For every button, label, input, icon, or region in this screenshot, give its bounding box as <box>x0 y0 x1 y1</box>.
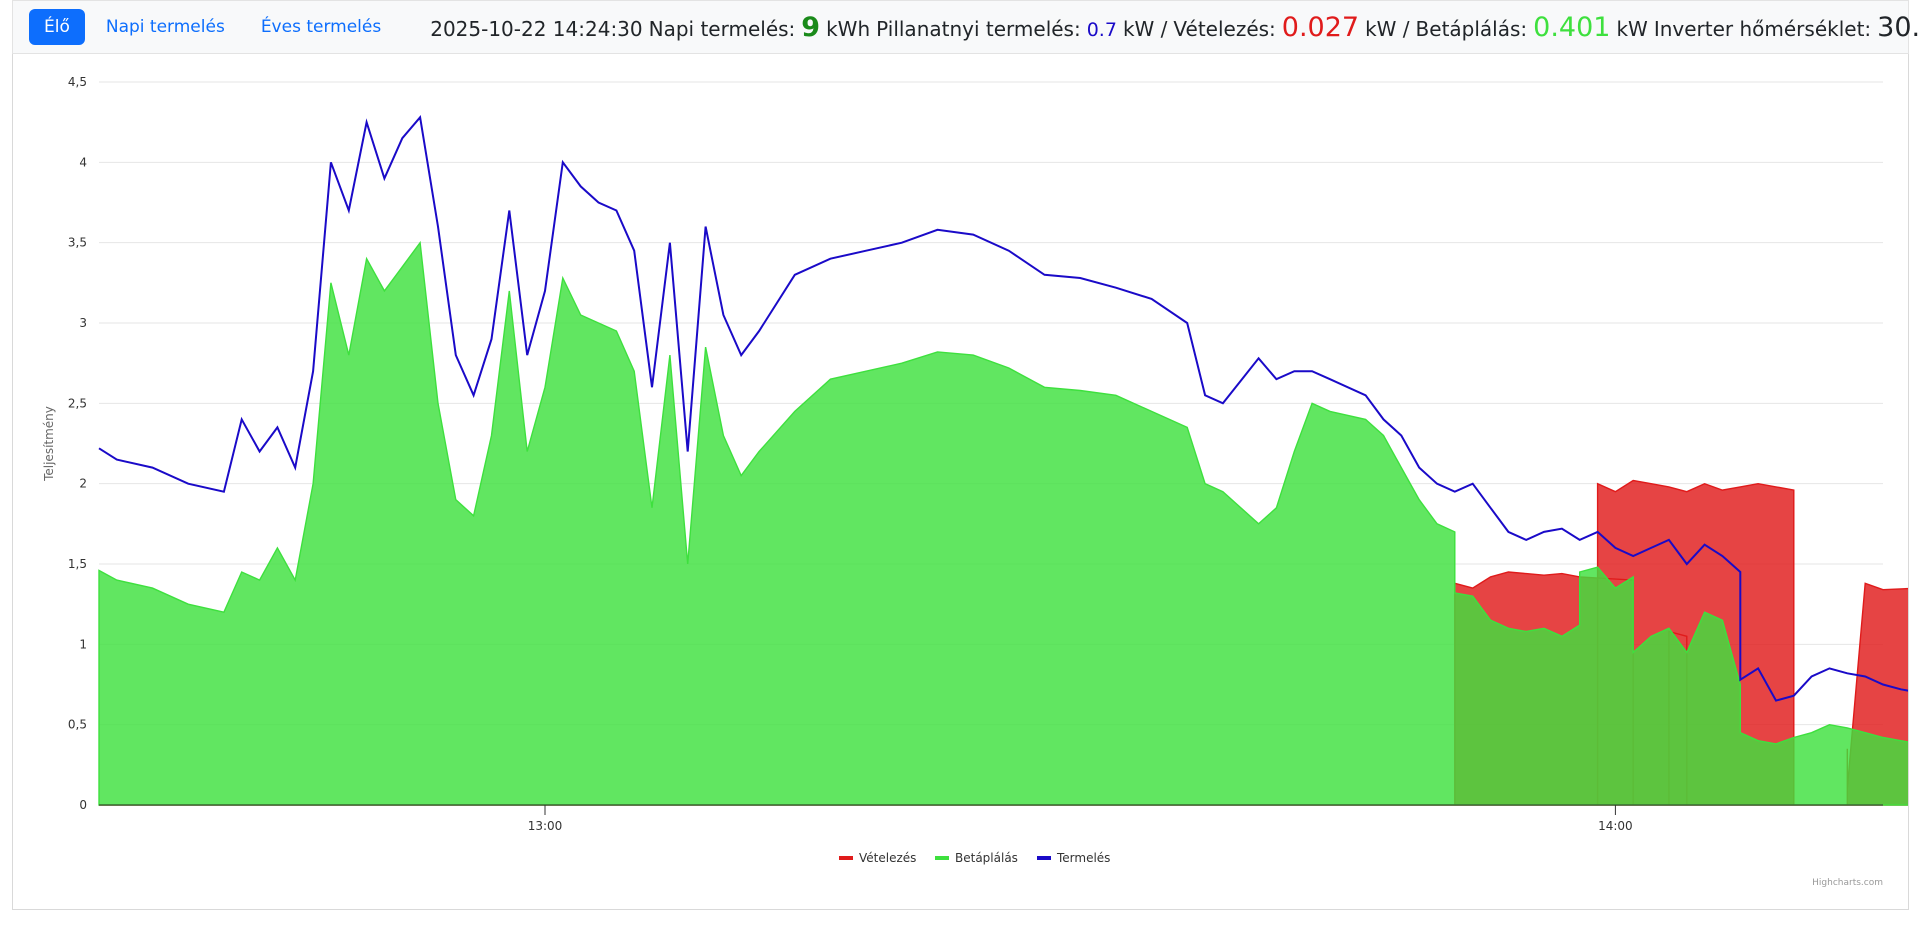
status-bet-label: Betáplálás: <box>1415 16 1528 41</box>
status-napi-value: 9 <box>801 11 821 43</box>
status-pill-value: 0.7 <box>1086 18 1117 41</box>
nav-item-napi-termeles[interactable]: Napi termelés <box>105 17 225 37</box>
nav-item-elo[interactable]: Élő <box>29 9 85 45</box>
status-bet-value: 0.401 <box>1533 11 1611 43</box>
legend-item: Betáplálás <box>955 851 1018 865</box>
status-datetime: 2025-10-22 14:24:30 <box>430 16 643 41</box>
status-vet-unit: kW / <box>1365 16 1410 41</box>
status-bet-unit: kW <box>1616 16 1648 41</box>
y-tick-label: 2,5 <box>68 396 87 410</box>
status-pill-unit: kW / <box>1122 16 1168 41</box>
legend-item: Termelés <box>1056 851 1110 865</box>
chart-card: 0 0,5 1 1,5 2 2,5 3 3,5 4 4,5 Teljesítmény 13:00 14:… <box>12 54 1919 910</box>
y-tick-label: 1,5 <box>68 557 87 571</box>
power-chart: 0 0,5 1 1,5 2 2,5 3 3,5 4 4,5 Teljesítmény 13:00 14:… <box>42 75 1919 888</box>
y-tick-label: 2 <box>79 477 87 491</box>
y-tick-label: 4,5 <box>68 75 87 89</box>
nav-menu: Élő Napi termelés Éves termelés <box>29 9 402 45</box>
x-tick-label: 13:00 <box>528 819 563 833</box>
y-tick-label: 3,5 <box>68 236 87 250</box>
y-tick-label: 3 <box>79 316 87 330</box>
y-tick-label: 0 <box>79 798 87 812</box>
y-tick-label: 4 <box>79 155 87 169</box>
status-napi-unit: kWh <box>826 16 871 41</box>
status-inv-label: Inverter hőmérséklet: <box>1653 16 1872 41</box>
series-area-1 <box>98 240 1919 806</box>
series-line-termeles <box>98 115 1919 702</box>
legend-swatch <box>839 856 853 860</box>
top-navbar: Élő Napi termelés Éves termelés 2025-10-… <box>12 0 1919 54</box>
legend-swatch <box>1037 856 1051 860</box>
nav-item-eves-termeles[interactable]: Éves termelés <box>260 17 382 37</box>
y-axis-title: Teljesítmény <box>42 406 56 482</box>
y-tick-label: 0,5 <box>68 718 87 732</box>
status-inv-value: 30.1 <box>1877 11 1919 43</box>
status-napi-label: Napi termelés: <box>648 16 796 41</box>
status-vet-label: Vételezés: <box>1173 16 1276 41</box>
status-vet-value: 0.027 <box>1281 11 1360 43</box>
credits-label: Highcharts.com <box>1812 878 1883 888</box>
y-tick-label: 1 <box>79 637 87 651</box>
x-tick-label: 14:00 <box>1598 819 1633 833</box>
status-pill-label: Pillanatnyi termelés: <box>876 16 1081 41</box>
status-line: 2025-10-22 14:24:30 Napi termelés: 9 kWh… <box>430 12 1919 43</box>
legend-swatch <box>935 856 949 860</box>
legend-item: Vételezés <box>859 851 916 865</box>
